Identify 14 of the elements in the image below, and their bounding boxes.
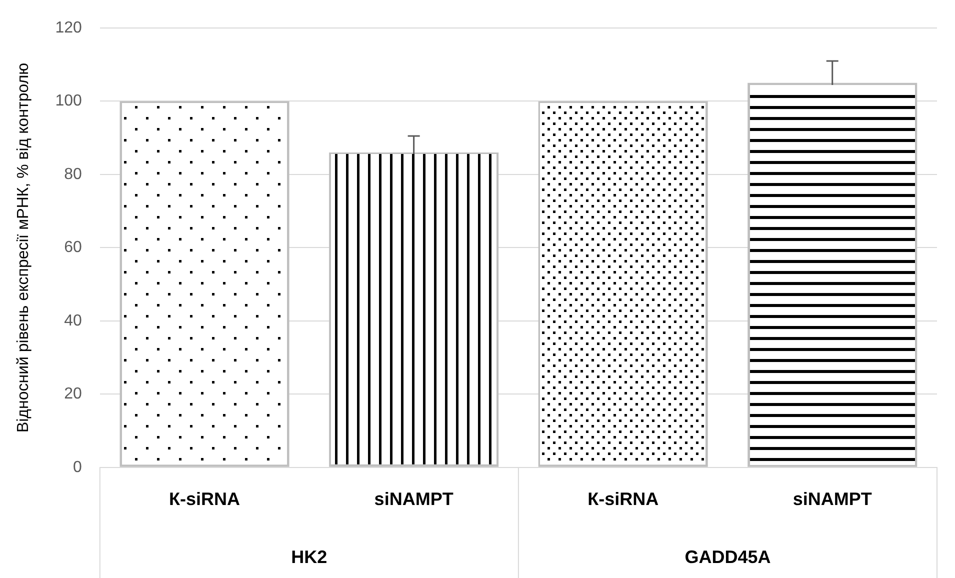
- y-tick-label: 0: [72, 458, 82, 476]
- y-axis-title: Відносний рівень експресії мРНК, % від контролю: [15, 62, 32, 433]
- y-tick-label: 60: [64, 239, 82, 256]
- y-tick-label: 100: [55, 92, 82, 110]
- x-tick-label: К-siRNA: [169, 489, 240, 510]
- text: GADD45A: [684, 546, 771, 567]
- x-tick-label: siNAMPT: [792, 489, 872, 510]
- x-tick-label: siNAMPT: [374, 489, 454, 510]
- y-tick-label: 20: [64, 386, 82, 403]
- y-tick-label: 40: [64, 312, 82, 330]
- x-tick-label: К-siRNA: [588, 489, 659, 510]
- text: HK2: [291, 546, 328, 567]
- y-tick-label: 120: [55, 19, 82, 36]
- y-tick-label: 80: [64, 166, 82, 183]
